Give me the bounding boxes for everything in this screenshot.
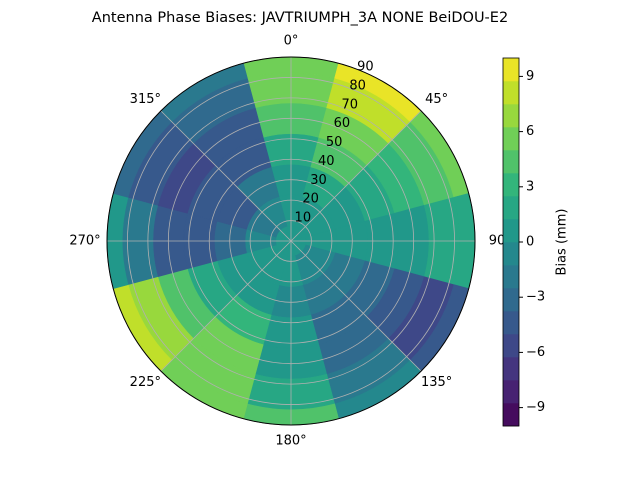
colorbar-band — [503, 334, 519, 358]
colorbar-band — [503, 357, 519, 381]
theta-tick-label: 0° — [284, 34, 299, 49]
r-tick-label: 20 — [302, 192, 319, 207]
colorbar-band — [503, 403, 519, 427]
colorbar-band — [503, 242, 519, 266]
colorbar-tick-label: −3 — [526, 290, 545, 305]
grid-spoke — [160, 240, 292, 372]
colorbar-tick-label: 0 — [526, 235, 534, 250]
r-tick-label: 50 — [326, 135, 343, 150]
colorbar-band — [503, 288, 519, 312]
colorbar-band — [503, 265, 519, 289]
colorbar-band — [503, 311, 519, 335]
theta-tick-label: 90 — [489, 234, 506, 249]
r-tick-label: 70 — [341, 97, 358, 112]
colorbar-band — [503, 58, 519, 82]
grid-spoke — [290, 240, 422, 372]
colorbar-tick-label: 3 — [526, 179, 534, 194]
theta-tick-label: 135° — [421, 375, 452, 390]
colorbar-band — [503, 104, 519, 128]
colorbar-band — [503, 127, 519, 151]
colorbar-tick-label: −6 — [526, 345, 545, 360]
theta-tick-label: 180° — [275, 434, 306, 449]
r-tick-label: 80 — [349, 78, 366, 93]
colorbar-tick-label: 6 — [526, 124, 534, 139]
theta-tick-label: 270° — [69, 234, 100, 249]
theta-tick-label: 225° — [130, 375, 161, 390]
grid-spoke — [290, 110, 422, 242]
r-tick-label: 60 — [334, 116, 351, 131]
colorbar-band — [503, 81, 519, 105]
colorbar-band — [503, 380, 519, 404]
r-tick-label: 30 — [310, 173, 327, 188]
theta-tick-label: 315° — [130, 92, 161, 107]
colorbar-tick-label: 9 — [526, 69, 534, 84]
r-tick-label: 10 — [295, 211, 312, 226]
grid-spoke — [160, 110, 292, 242]
theta-tick-label: 45° — [425, 92, 448, 107]
polar-frame — [106, 56, 476, 426]
colorbar-band — [503, 196, 519, 220]
colorbar-label: Bias (mm) — [555, 209, 570, 276]
r-tick-label: 90 — [357, 60, 374, 75]
colorbar-band — [503, 150, 519, 174]
r-tick-label: 40 — [318, 154, 335, 169]
colorbar-tick-label: −9 — [526, 400, 545, 415]
colorbar-band — [503, 219, 519, 243]
chart-title: Antenna Phase Biases: JAVTRIUMPH_3A NONE… — [92, 10, 508, 26]
colorbar-band — [503, 173, 519, 197]
